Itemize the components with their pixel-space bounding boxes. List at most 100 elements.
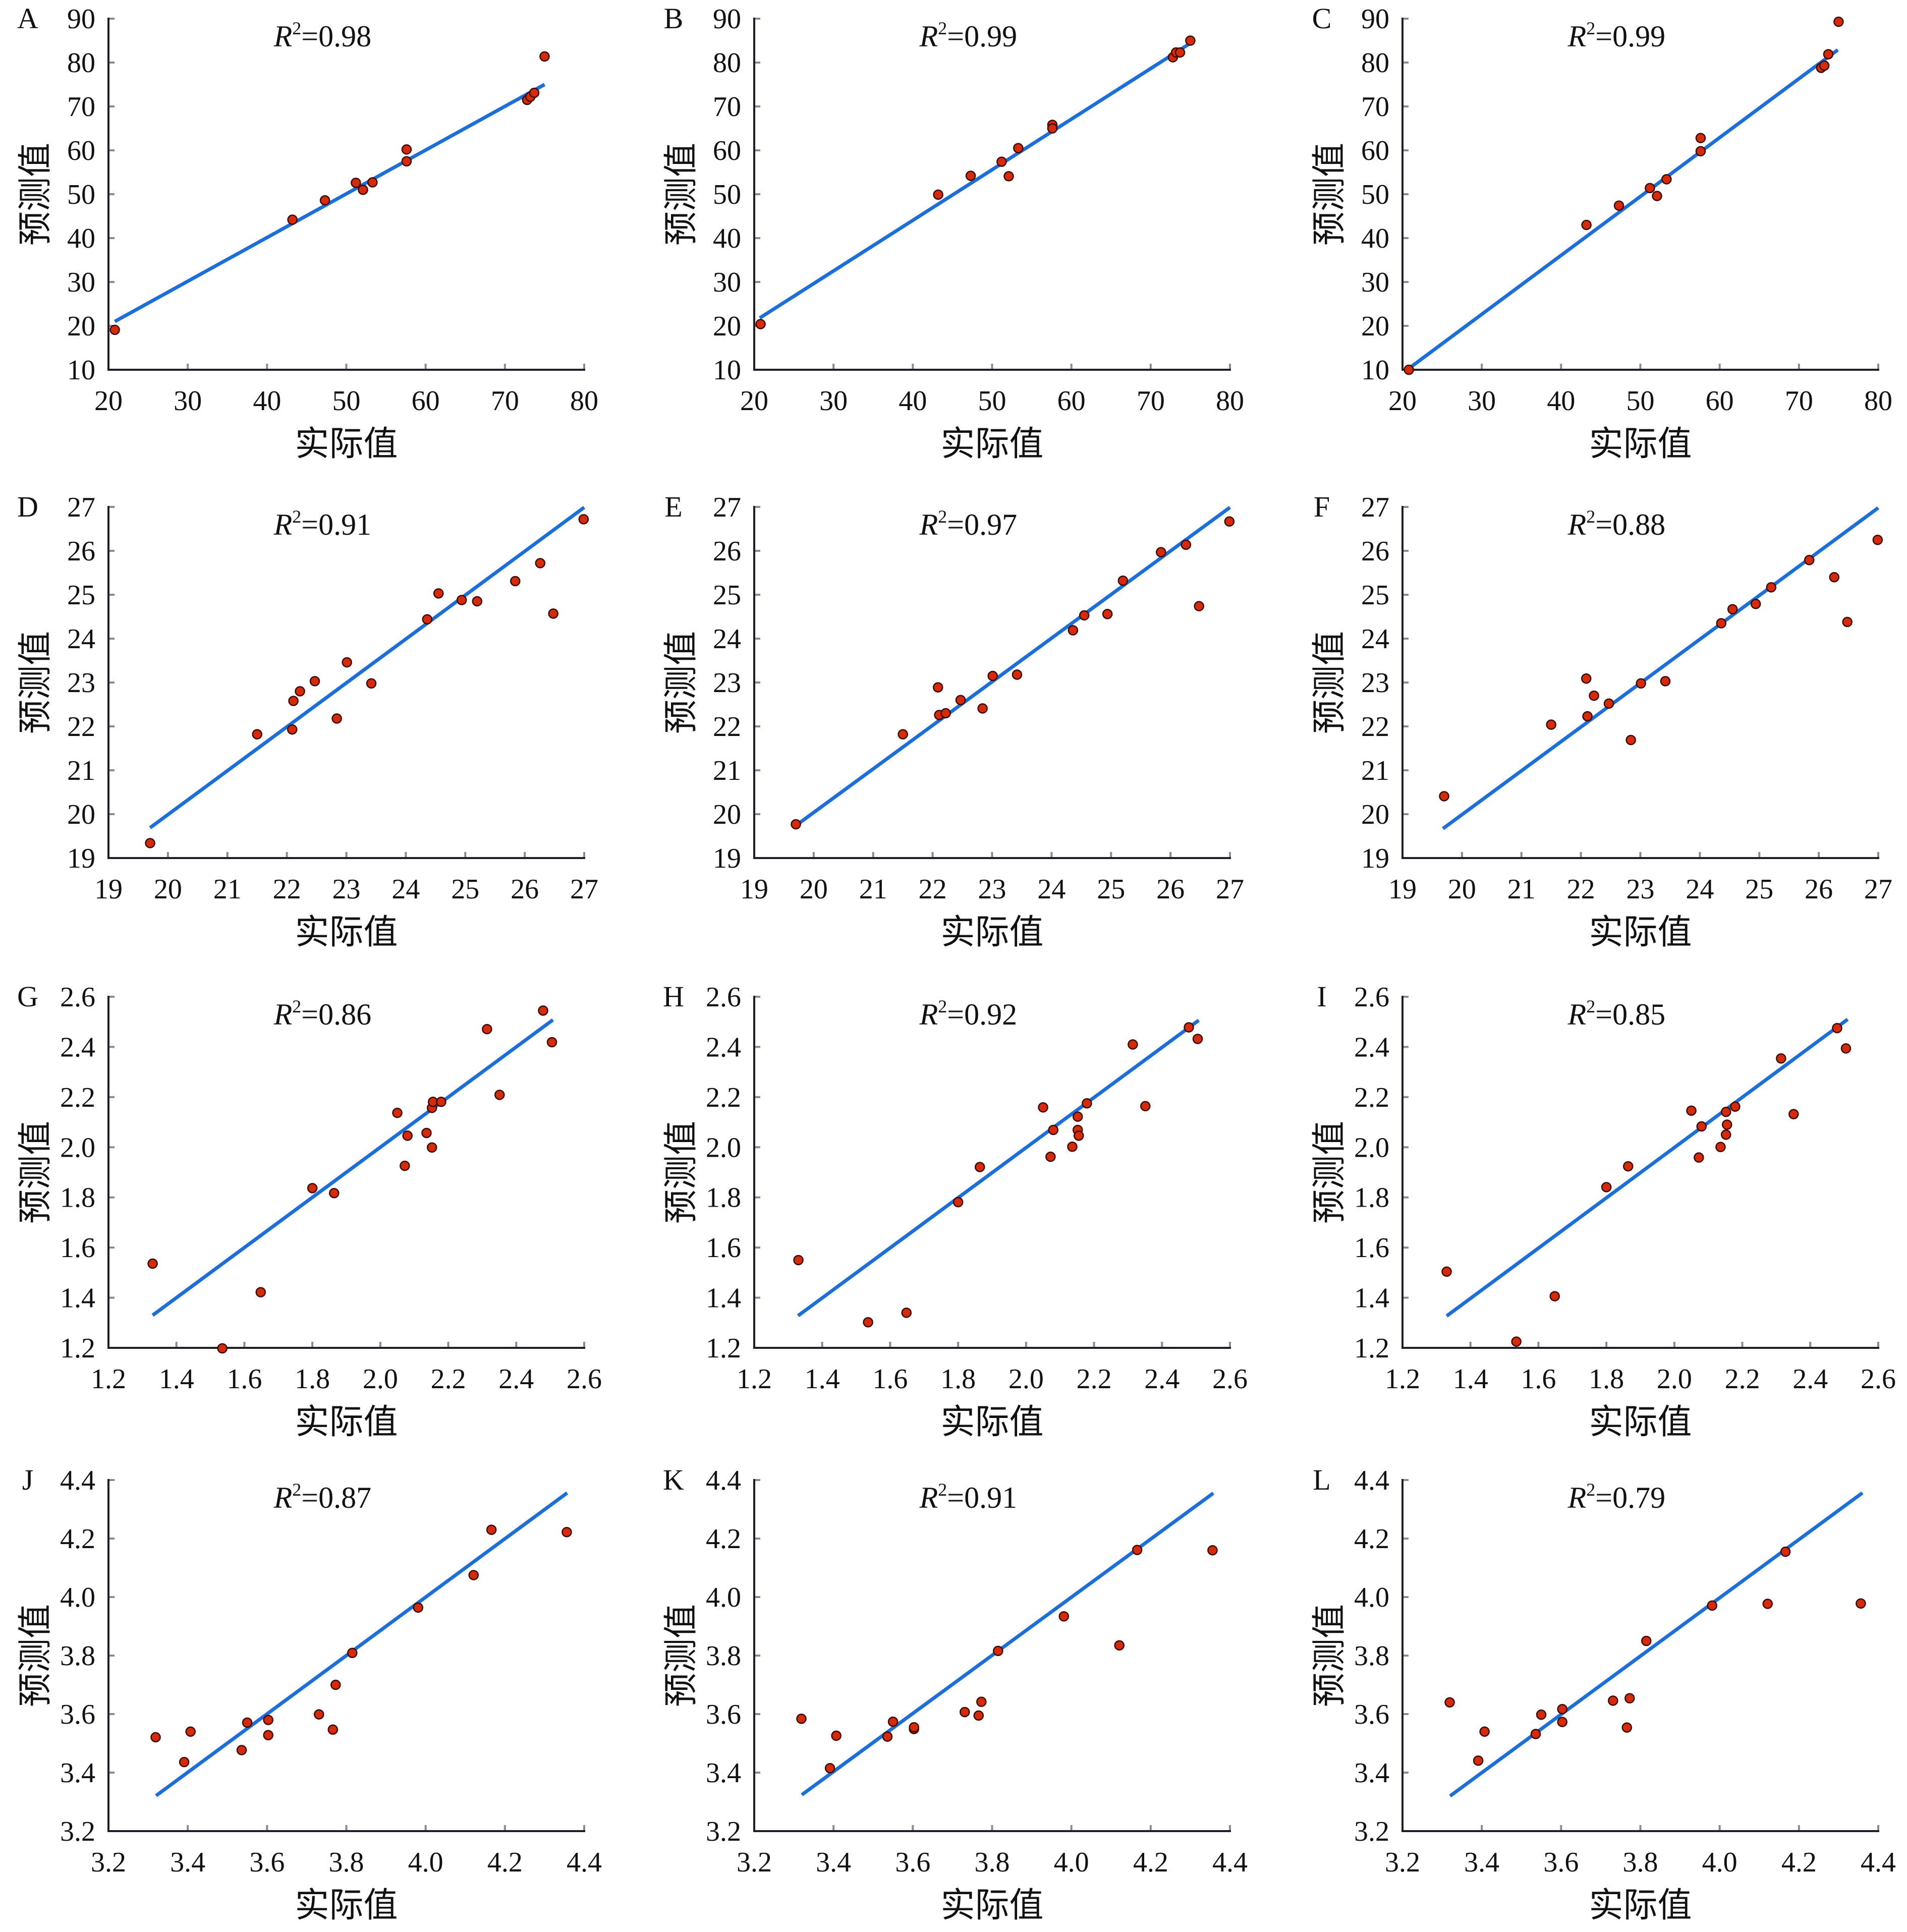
x-tick-label: 4.0 bbox=[1702, 1847, 1737, 1878]
y-tick-label: 20 bbox=[67, 799, 95, 830]
data-point bbox=[347, 1647, 358, 1659]
fit-line bbox=[1408, 48, 1839, 370]
data-point bbox=[535, 558, 546, 569]
data-point bbox=[217, 1343, 228, 1354]
data-point bbox=[1582, 711, 1593, 722]
y-tick-label: 24 bbox=[1361, 623, 1389, 655]
x-tick-label: 1.8 bbox=[295, 1363, 330, 1395]
x-tick-label: 2.2 bbox=[1077, 1363, 1112, 1395]
y-tick-label: 30 bbox=[67, 267, 95, 298]
x-tick-label: 50 bbox=[332, 385, 361, 417]
panel-f: F 19 20 21 22 23 24 25 26 27 19 20 21 22 23 24 25 26 27 R2=… bbox=[1310, 490, 1892, 951]
y-tick-label: 4.4 bbox=[1354, 1465, 1389, 1496]
data-point bbox=[1720, 1106, 1731, 1117]
x-tick-label: 1.2 bbox=[737, 1363, 772, 1395]
x-tick-label: 3.4 bbox=[1464, 1847, 1499, 1878]
x-tick-label: 4.2 bbox=[1781, 1847, 1817, 1878]
data-point bbox=[1132, 1545, 1143, 1555]
y-tick-label: 40 bbox=[67, 223, 95, 254]
r2-value: =0.99 bbox=[1595, 20, 1665, 53]
data-point bbox=[366, 678, 377, 689]
data-point bbox=[1819, 60, 1830, 71]
data-point bbox=[1707, 1600, 1717, 1611]
data-point bbox=[1082, 1098, 1092, 1109]
x-tick-label: 4.2 bbox=[487, 1847, 523, 1878]
r2-value: =0.98 bbox=[301, 20, 371, 53]
panel-letter: D bbox=[17, 490, 38, 523]
x-axis-title: 实际值 bbox=[295, 1886, 398, 1924]
data-point bbox=[1079, 610, 1090, 621]
x-tick-label: 40 bbox=[1547, 385, 1575, 417]
data-point bbox=[993, 1645, 1003, 1656]
y-tick-label: 22 bbox=[713, 711, 741, 743]
data-point bbox=[327, 1724, 339, 1735]
y-tick-label: 90 bbox=[713, 4, 741, 35]
data-point bbox=[401, 156, 412, 166]
r2-value: =0.87 bbox=[301, 1481, 371, 1514]
panel-letter: A bbox=[17, 2, 38, 35]
y-axis-title: 预测值 bbox=[662, 1604, 700, 1707]
y-tick-label: 21 bbox=[713, 755, 741, 786]
data-point bbox=[1856, 1598, 1866, 1609]
data-point bbox=[1695, 146, 1706, 156]
data-point bbox=[1623, 1161, 1634, 1172]
data-point bbox=[1766, 582, 1777, 593]
data-point bbox=[287, 214, 298, 225]
panel-letter: I bbox=[1317, 980, 1326, 1013]
data-point bbox=[831, 1730, 842, 1741]
y-axis-title: 预测值 bbox=[1310, 1121, 1349, 1224]
x-tick-label: 2.0 bbox=[363, 1363, 398, 1395]
data-point bbox=[1613, 200, 1624, 211]
x-tick-label: 20 bbox=[800, 874, 828, 905]
panel-e: E 19 20 21 22 23 24 25 26 27 19 20 21 22 23 24 25 26 27 R2=… bbox=[662, 490, 1244, 951]
panel-letter: H bbox=[663, 980, 684, 1013]
x-tick-label: 3.6 bbox=[895, 1847, 930, 1878]
data-point bbox=[1192, 1034, 1203, 1044]
data-point bbox=[1645, 183, 1655, 194]
r2-symbol: R bbox=[273, 1481, 293, 1514]
x-tick-label: 30 bbox=[819, 385, 848, 417]
x-axis-title: 实际值 bbox=[1589, 913, 1692, 951]
y-tick-label: 80 bbox=[713, 47, 741, 79]
x-tick-label: 25 bbox=[451, 874, 479, 905]
data-point bbox=[1727, 604, 1738, 614]
data-point bbox=[793, 1255, 804, 1266]
y-tick-label: 3.2 bbox=[1354, 1816, 1389, 1847]
y-tick-label: 3.2 bbox=[706, 1816, 741, 1847]
data-point bbox=[242, 1717, 253, 1728]
panel-i: I 1.2 1.4 1.6 1.8 2.0 2.2 2.4 2.6 1.2 1.4 1.6 1.8 2.0… bbox=[1310, 980, 1896, 1441]
y-tick-label: 1.2 bbox=[1354, 1333, 1389, 1364]
data-point bbox=[1536, 1709, 1547, 1720]
y-tick-label: 3.2 bbox=[60, 1816, 95, 1847]
data-point bbox=[1776, 1053, 1786, 1064]
y-tick-label: 27 bbox=[67, 492, 95, 523]
x-tick-label: 3.6 bbox=[1543, 1847, 1579, 1878]
data-point bbox=[1404, 364, 1414, 375]
data-point bbox=[796, 1714, 807, 1724]
data-point bbox=[578, 514, 589, 525]
y-tick-label: 3.6 bbox=[1354, 1699, 1389, 1730]
data-point bbox=[236, 1745, 247, 1755]
x-tick-label: 2.4 bbox=[1792, 1363, 1828, 1395]
panel-letter: J bbox=[22, 1463, 34, 1496]
data-point bbox=[1660, 676, 1671, 687]
r2-value: =0.85 bbox=[1595, 998, 1665, 1031]
x-tick-label: 4.4 bbox=[1861, 1847, 1896, 1878]
y-tick-label: 27 bbox=[713, 492, 741, 523]
x-tick-label: 80 bbox=[570, 385, 598, 417]
y-tick-label: 2.4 bbox=[1354, 1032, 1389, 1063]
data-point bbox=[1045, 1151, 1056, 1162]
data-point bbox=[329, 1188, 340, 1199]
data-point bbox=[1194, 601, 1204, 611]
data-point bbox=[1038, 1102, 1048, 1113]
data-point bbox=[1557, 1703, 1567, 1715]
data-point bbox=[1546, 719, 1556, 730]
panel-b: B20 30 40 50 60 70 80102030405060708090R2=0.99… bbox=[662, 2, 1244, 463]
data-point bbox=[1012, 669, 1023, 680]
data-point bbox=[1048, 1124, 1058, 1135]
r2-superscript: 2 bbox=[292, 1480, 301, 1500]
data-point bbox=[1581, 673, 1592, 684]
x-tick-label: 30 bbox=[1468, 385, 1496, 417]
data-point bbox=[1013, 143, 1024, 153]
